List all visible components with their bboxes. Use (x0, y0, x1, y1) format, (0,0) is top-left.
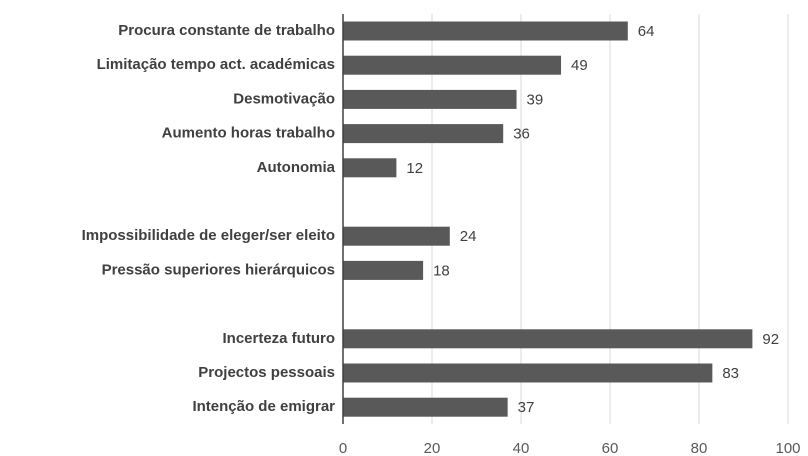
value-label: 18 (433, 262, 450, 279)
bar (343, 89, 517, 109)
bar (343, 260, 424, 280)
value-label: 49 (571, 57, 588, 74)
bar (343, 158, 397, 178)
bar (343, 329, 753, 349)
x-tick-label: 60 (602, 440, 619, 456)
category-label: Autonomia (257, 159, 336, 176)
value-label: 37 (518, 399, 535, 416)
x-tick-label: 20 (424, 440, 441, 456)
value-label: 24 (460, 228, 477, 245)
value-label: 92 (762, 331, 779, 348)
category-label: Desmotivação (233, 90, 335, 107)
category-label: Incerteza futuro (222, 330, 335, 347)
category-label: Aumento horas trabalho (162, 125, 335, 142)
category-label: Projectos pessoais (198, 364, 335, 381)
bar (343, 363, 713, 383)
value-label: 64 (638, 23, 655, 40)
x-tick-label: 40 (513, 440, 530, 456)
category-label: Limitação tempo act. académicas (97, 56, 335, 73)
value-label: 83 (722, 365, 739, 382)
category-label: Impossibilidade de eleger/ser eleito (82, 227, 335, 244)
bar (343, 21, 628, 41)
value-label: 39 (527, 91, 544, 108)
category-label: Pressão superiores hierárquicos (102, 261, 335, 278)
x-tick-label: 0 (339, 440, 347, 456)
x-tick-label: 80 (691, 440, 708, 456)
value-label: 12 (406, 160, 423, 177)
x-tick-label: 100 (775, 440, 800, 456)
value-label: 36 (513, 126, 530, 143)
category-label: Intenção de emigrar (192, 398, 335, 415)
bar (343, 124, 504, 144)
bar (343, 397, 508, 417)
bar (343, 55, 562, 75)
category-label: Procura constante de trabalho (118, 22, 335, 39)
bar (343, 226, 450, 246)
